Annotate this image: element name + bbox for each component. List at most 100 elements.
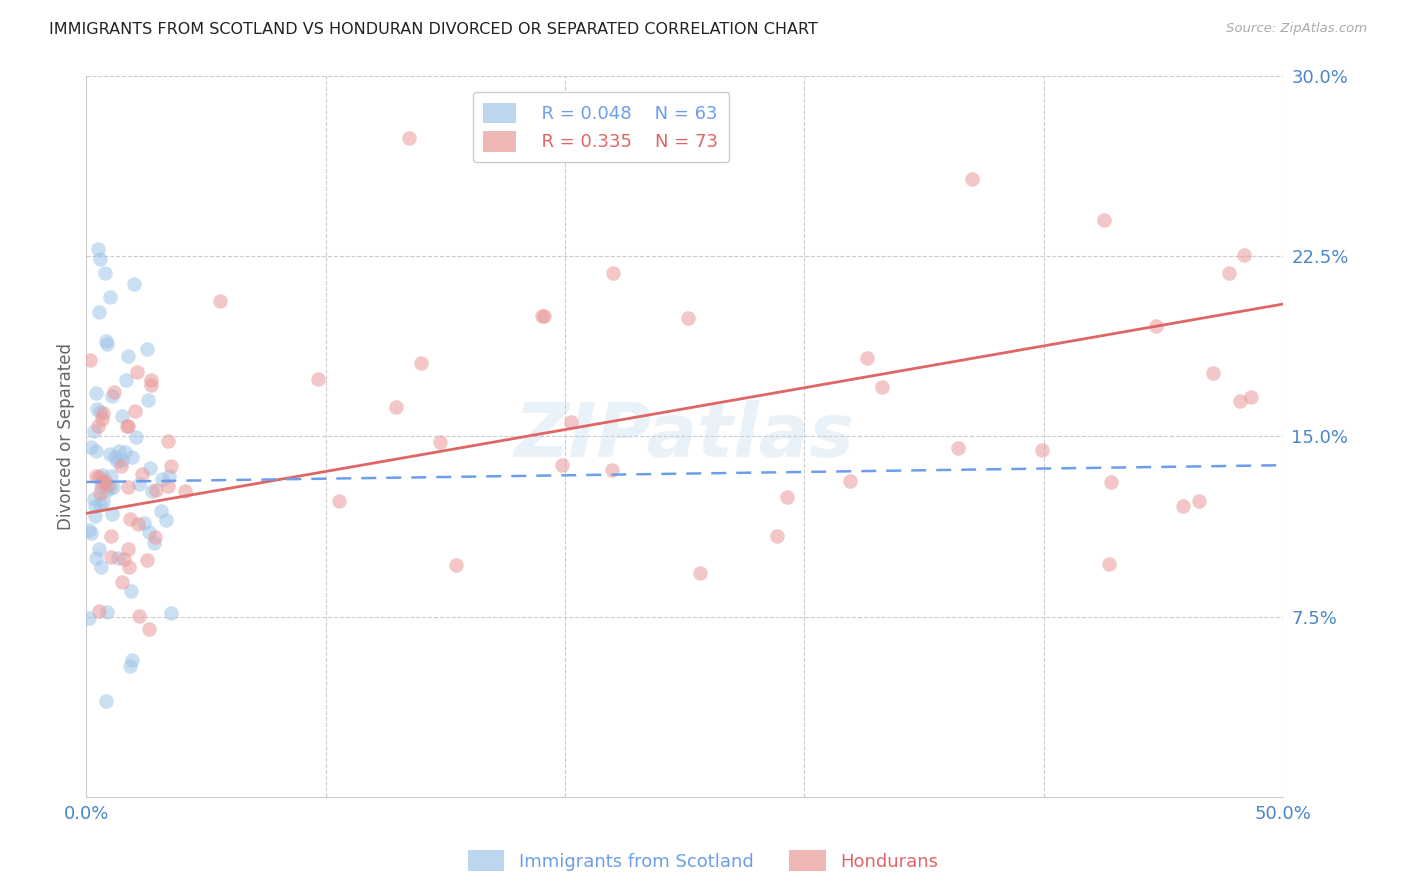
Point [86, 444, 108, 458]
Point [1240, 390, 1263, 404]
Point [1097, 557, 1119, 571]
Point [160, 458, 183, 473]
Point [98, 290, 121, 304]
Point [87, 418, 110, 433]
Point [117, 418, 139, 433]
Point [105, 454, 128, 468]
Point [96, 606, 118, 620]
Text: ZIPatlas: ZIPatlas [515, 400, 855, 473]
Point [96, 336, 118, 351]
Point [689, 566, 711, 581]
Point [93, 475, 115, 489]
Point [80, 441, 103, 455]
Point [856, 351, 879, 365]
Point [118, 659, 141, 673]
Point [131, 467, 153, 481]
Point [173, 484, 195, 499]
Point [156, 434, 179, 449]
Point [209, 294, 232, 309]
Point [124, 404, 146, 418]
Point [90, 412, 112, 426]
Point [110, 458, 132, 473]
Point [96, 334, 118, 349]
Point [551, 458, 574, 472]
Point [117, 418, 139, 433]
Point [103, 384, 125, 399]
Point [87, 604, 110, 618]
Point [83, 508, 105, 523]
Point [1031, 443, 1053, 458]
Point [89, 486, 111, 500]
Point [91, 406, 114, 420]
Point [100, 469, 122, 483]
Point [83, 492, 105, 507]
Point [125, 430, 148, 444]
Point [141, 483, 163, 498]
Point [307, 372, 329, 386]
Point [121, 652, 143, 666]
Point [83, 424, 105, 438]
Point [560, 415, 582, 429]
Point [90, 475, 112, 490]
Point [122, 277, 145, 291]
Point [839, 474, 862, 488]
Point [444, 558, 467, 572]
Point [1202, 366, 1225, 380]
Point [946, 441, 969, 455]
Point [84, 499, 107, 513]
Point [1092, 212, 1115, 227]
Point [1173, 500, 1195, 514]
Point [139, 377, 162, 392]
Point [1188, 494, 1211, 508]
Point [111, 409, 134, 423]
Point [676, 310, 699, 325]
Point [100, 549, 122, 564]
Point [91, 495, 114, 509]
Point [398, 131, 420, 145]
Point [1229, 393, 1251, 408]
Point [111, 575, 134, 590]
Point [101, 481, 124, 495]
Point [127, 517, 149, 532]
Point [1218, 266, 1240, 280]
Point [117, 542, 139, 557]
Point [98, 481, 121, 495]
Point [96, 694, 118, 708]
Point [89, 498, 111, 512]
Point [91, 468, 114, 483]
Point [90, 560, 112, 574]
Point [80, 525, 103, 540]
Point [89, 252, 111, 267]
Point [128, 609, 150, 624]
Point [157, 469, 180, 483]
Point [111, 453, 134, 467]
Point [156, 478, 179, 492]
Point [79, 353, 101, 368]
Point [1099, 475, 1122, 489]
Point [870, 380, 893, 394]
Y-axis label: Divorced or Separated: Divorced or Separated [58, 343, 75, 530]
Point [100, 528, 122, 542]
Point [132, 516, 155, 530]
Point [136, 553, 159, 567]
Point [776, 490, 799, 504]
Point [602, 266, 624, 280]
Point [112, 552, 135, 566]
Point [960, 172, 983, 186]
Point [118, 559, 141, 574]
Point [107, 550, 129, 565]
Point [429, 435, 451, 450]
Point [530, 310, 553, 324]
Point [117, 349, 139, 363]
Point [125, 365, 148, 379]
Point [145, 483, 167, 497]
Point [117, 480, 139, 494]
Point [139, 461, 162, 475]
Point [155, 513, 177, 527]
Point [136, 393, 159, 408]
Point [120, 584, 142, 599]
Point [101, 508, 124, 522]
Point [136, 342, 159, 356]
Point [90, 480, 112, 494]
Point [143, 530, 166, 544]
